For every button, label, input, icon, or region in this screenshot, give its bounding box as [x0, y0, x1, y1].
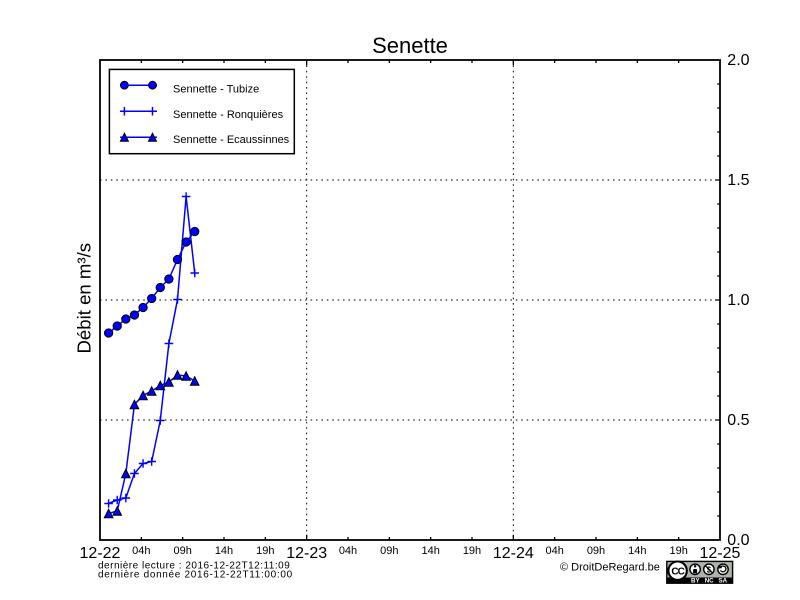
svg-text:dernière lecture : 2016-12-22T: dernière lecture : 2016-12-22T12:11:09 — [98, 561, 290, 572]
svg-text:Sennette - Tubize: Sennette - Tubize — [173, 84, 259, 96]
svg-text:19h: 19h — [463, 545, 481, 557]
svg-text:dernière donnée 2016-12-22T11: dernière donnée 2016-12-22T11:00:00 — [98, 569, 293, 580]
svg-text:2.0: 2.0 — [727, 52, 749, 69]
svg-text:19h: 19h — [669, 545, 687, 557]
svg-text:04h: 04h — [132, 545, 150, 557]
svg-text:Sennette - Ecaussinnes: Sennette - Ecaussinnes — [173, 134, 290, 146]
svg-text:SA: SA — [718, 578, 727, 585]
svg-text:04h: 04h — [545, 545, 563, 557]
svg-text:09h: 09h — [380, 545, 398, 557]
svg-text:1.5: 1.5 — [727, 172, 749, 189]
svg-text:09h: 09h — [173, 545, 191, 557]
svg-text:© DroitDeRegard.be: © DroitDeRegard.be — [560, 562, 660, 574]
svg-text:04h: 04h — [339, 545, 357, 557]
svg-text:14h: 14h — [215, 545, 233, 557]
svg-text:0.5: 0.5 — [727, 412, 749, 429]
svg-text:09h: 09h — [587, 545, 605, 557]
svg-text:12-25: 12-25 — [700, 545, 741, 562]
svg-text:12-24: 12-24 — [493, 545, 534, 562]
svg-text:0.0: 0.0 — [727, 532, 749, 549]
svg-text:Senette: Senette — [372, 33, 448, 58]
svg-text:CC: CC — [671, 566, 684, 577]
svg-text:12-23: 12-23 — [286, 545, 327, 562]
svg-text:14h: 14h — [421, 545, 439, 557]
svg-text:Débit en m³/s: Débit en m³/s — [74, 243, 95, 354]
svg-text:1.0: 1.0 — [727, 292, 749, 309]
svg-text:BY: BY — [691, 578, 700, 585]
svg-text:Sennette - Ronquières: Sennette - Ronquières — [173, 109, 284, 121]
svg-text:12-22: 12-22 — [80, 545, 121, 562]
svg-text:19h: 19h — [256, 545, 274, 557]
svg-text:14h: 14h — [628, 545, 646, 557]
svg-text:NC: NC — [705, 578, 714, 585]
